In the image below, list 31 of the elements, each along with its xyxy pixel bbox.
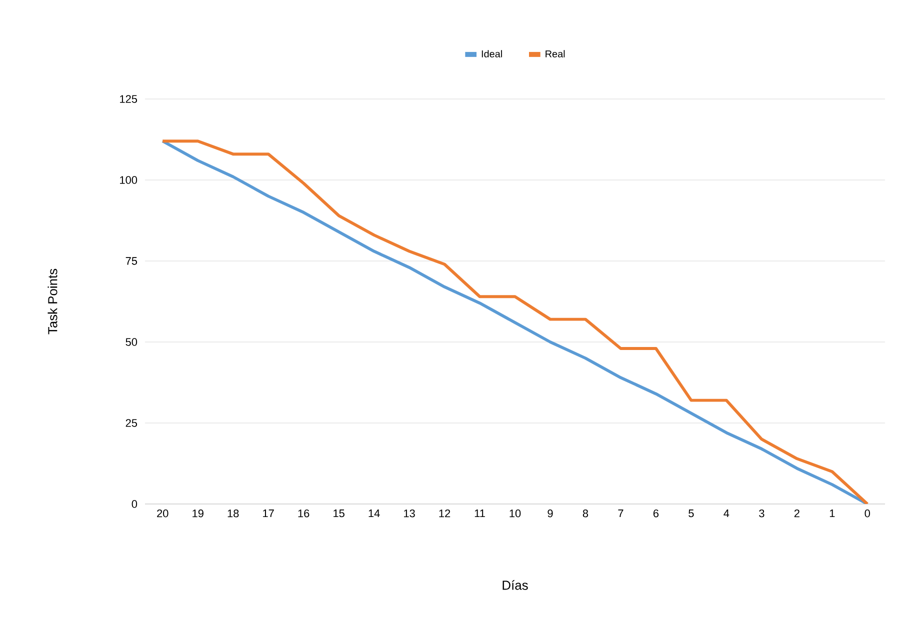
x-tick-label: 9 — [548, 510, 553, 518]
x-tick-label: 7 — [618, 510, 624, 518]
x-tick-label: 10 — [510, 510, 521, 518]
y-axis-title: Task Points — [48, 268, 58, 334]
x-tick-label: 12 — [439, 510, 450, 518]
x-tick-label: 17 — [263, 510, 274, 518]
x-tick-label: 2 — [794, 510, 800, 518]
x-axis-title: Días — [502, 580, 528, 590]
y-tick-label: 50 — [126, 338, 138, 346]
x-tick-label: 14 — [368, 510, 380, 518]
x-tick-label: 5 — [688, 510, 694, 518]
x-tick-label: 16 — [298, 510, 310, 518]
x-tick-label: 15 — [334, 510, 344, 518]
legend-label: Ideal — [482, 50, 502, 58]
y-tick-label: 75 — [126, 257, 138, 265]
x-tick-label: 3 — [759, 510, 764, 518]
y-tick-label: 125 — [120, 95, 138, 103]
y-tick-label: 100 — [120, 176, 138, 184]
x-tick-label: 6 — [653, 510, 659, 518]
x-tick-label: 1 — [830, 510, 835, 518]
y-tick-label: 25 — [126, 419, 138, 427]
x-tick-label: 4 — [724, 510, 730, 518]
x-tick-label: 18 — [228, 510, 239, 518]
x-tick-label: 13 — [404, 510, 415, 518]
x-tick-label: 8 — [582, 510, 588, 518]
legend-label: Real — [546, 50, 565, 58]
y-tick-label: 0 — [132, 500, 138, 508]
x-tick-label: 0 — [864, 510, 870, 518]
x-tick-label: 19 — [192, 510, 204, 518]
x-tick-label: 20 — [157, 510, 168, 518]
x-tick-label: 11 — [474, 510, 485, 518]
